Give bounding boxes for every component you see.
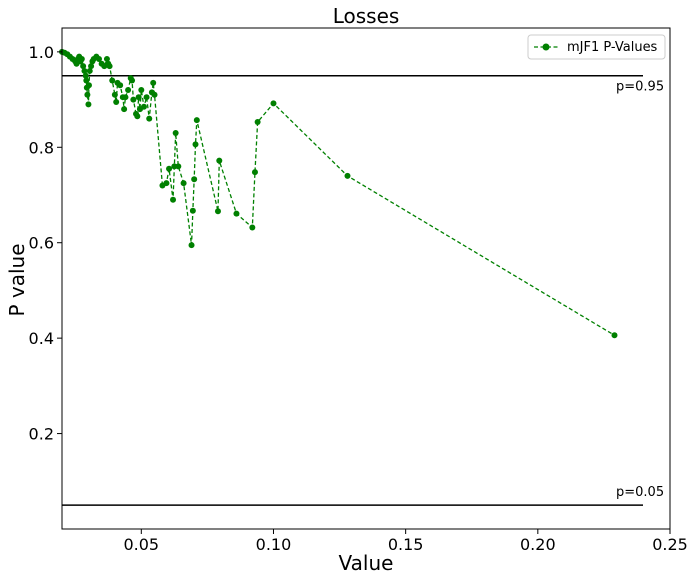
chart-title: Losses [333,4,400,28]
data-point [85,101,92,108]
data-point [175,163,182,170]
data-point [81,67,88,74]
data-point [78,56,85,63]
data-point [191,176,198,183]
data-point [150,79,157,86]
x-tick-label: 0.10 [256,535,292,554]
data-point [166,165,173,172]
data-point [125,87,132,94]
data-point [84,91,91,98]
data-point [111,91,118,98]
data-point [88,63,95,70]
reference-line-label: p=0.95 [616,80,664,95]
data-point [251,169,258,176]
y-tick-label: 0.2 [29,425,54,444]
data-point [113,98,120,105]
data-point [180,180,187,187]
series-line [61,51,615,336]
x-tick-label: 0.25 [652,535,688,554]
data-point [85,82,92,89]
y-axis-label: P value [5,243,29,316]
data-point [122,94,129,101]
data-point [103,56,110,63]
reference-lines: p=0.95 p=0.05 [62,74,664,506]
y-axis-ticks: 0.2 0.4 0.6 0.8 1.0 [29,43,62,444]
plot-frame [61,27,671,530]
y-tick-label: 1.0 [29,43,54,62]
legend-box [527,34,666,60]
x-tick-label: 0.15 [388,535,424,554]
data-point [270,100,277,107]
data-point [233,210,240,217]
reference-line-label: p=0.05 [616,485,664,500]
data-point [130,96,137,103]
data-point [249,224,256,231]
data-point [172,129,179,136]
data-point [96,56,103,63]
data-point [188,242,195,249]
legend-marker [542,43,550,51]
data-point [117,82,124,89]
data-point [109,77,116,84]
data-point [106,63,113,70]
data-point [134,113,141,120]
x-tick-label: 0.20 [520,535,556,554]
series-group [59,48,618,339]
x-tick-label: 0.05 [123,535,159,554]
data-point [151,91,158,98]
data-point [143,94,150,101]
y-tick-label: 0.8 [29,138,54,157]
data-point [83,77,90,84]
data-point [214,208,221,215]
data-point [129,77,136,84]
data-point [611,332,618,339]
data-point [163,180,170,187]
legend-label: mJF1 P-Values [567,40,658,55]
data-point [344,172,351,179]
data-point [138,87,145,94]
data-point [80,63,87,70]
legend: mJF1 P-Values [527,34,666,60]
data-point [146,115,153,122]
data-point [140,103,147,110]
data-point [86,67,93,74]
data-point [135,94,142,101]
data-point [170,196,177,203]
data-point [189,207,196,214]
data-point [82,72,89,79]
x-axis-label: Value [339,551,394,575]
data-point [192,141,199,148]
y-tick-label: 0.4 [29,329,54,348]
y-tick-label: 0.6 [29,234,54,253]
data-point [254,119,261,125]
data-point [121,106,128,113]
data-point [216,157,223,164]
data-point [193,117,200,124]
x-axis-ticks: 0.05 0.10 0.15 0.20 0.25 [123,529,688,554]
